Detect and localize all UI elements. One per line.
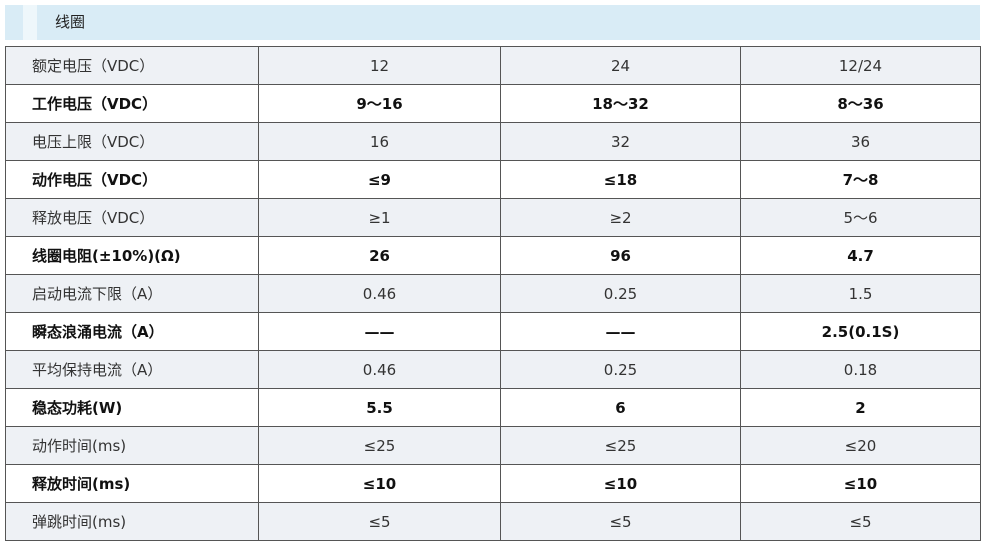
- cell: ≤5: [258, 502, 501, 541]
- table-row: 释放时间(ms) ≤10 ≤10 ≤10: [5, 464, 981, 503]
- table-row: 动作电压（VDC） ≤9 ≤18 7～8: [5, 160, 981, 199]
- cell: 32: [500, 122, 741, 161]
- cell: 8～36: [740, 84, 981, 123]
- row-label: 稳态功耗(W): [5, 388, 259, 427]
- cell: ——: [500, 312, 741, 351]
- table-row: 电压上限（VDC） 16 32 36: [5, 122, 981, 161]
- section-title: 线圈: [55, 13, 86, 31]
- cell: ≤5: [740, 502, 981, 541]
- cell: ≤25: [500, 426, 741, 465]
- header-marker: [23, 5, 37, 40]
- row-label: 弹跳时间(ms): [5, 502, 259, 541]
- spec-table: 额定电压（VDC） 12 24 12/24 工作电压（VDC） 9～16 18～32 8～36…: [5, 46, 981, 541]
- table-row: 弹跳时间(ms) ≤5 ≤5 ≤5: [5, 502, 981, 541]
- cell: 7～8: [740, 160, 981, 199]
- cell: ≤10: [500, 464, 741, 503]
- table-row: 额定电压（VDC） 12 24 12/24: [5, 46, 981, 85]
- row-label: 释放电压（VDC）: [5, 198, 259, 237]
- table-row: 线圈电阻(±10%)(Ω) 26 96 4.7: [5, 236, 981, 275]
- cell: 4.7: [740, 236, 981, 275]
- cell: ≤9: [258, 160, 501, 199]
- cell: 24: [500, 46, 741, 85]
- cell: 18～32: [500, 84, 741, 123]
- cell: 5～6: [740, 198, 981, 237]
- cell: ≤18: [500, 160, 741, 199]
- cell: 26: [258, 236, 501, 275]
- row-label: 释放时间(ms): [5, 464, 259, 503]
- cell: ≤20: [740, 426, 981, 465]
- table-row: 启动电流下限（A） 0.46 0.25 1.5: [5, 274, 981, 313]
- row-label: 工作电压（VDC）: [5, 84, 259, 123]
- cell: 0.46: [258, 350, 501, 389]
- cell: ≤10: [258, 464, 501, 503]
- cell: 12/24: [740, 46, 981, 85]
- cell: 0.25: [500, 274, 741, 313]
- table-row: 稳态功耗(W) 5.5 6 2: [5, 388, 981, 427]
- cell: ≤5: [500, 502, 741, 541]
- cell: 16: [258, 122, 501, 161]
- cell: 12: [258, 46, 501, 85]
- cell: 5.5: [258, 388, 501, 427]
- cell: ≤25: [258, 426, 501, 465]
- cell: 0.46: [258, 274, 501, 313]
- row-label: 额定电压（VDC）: [5, 46, 259, 85]
- table-body: 额定电压（VDC） 12 24 12/24 工作电压（VDC） 9～16 18～32 8～36…: [5, 46, 981, 541]
- table-row: 瞬态浪涌电流（A） —— —— 2.5(0.1S): [5, 312, 981, 351]
- cell: 1.5: [740, 274, 981, 313]
- row-label: 动作时间(ms): [5, 426, 259, 465]
- cell: 2: [740, 388, 981, 427]
- row-label: 电压上限（VDC）: [5, 122, 259, 161]
- row-label: 线圈电阻(±10%)(Ω): [5, 236, 259, 275]
- cell: 96: [500, 236, 741, 275]
- cell: 0.25: [500, 350, 741, 389]
- row-label: 动作电压（VDC）: [5, 160, 259, 199]
- cell: ≥1: [258, 198, 501, 237]
- table-row: 平均保持电流（A） 0.46 0.25 0.18: [5, 350, 981, 389]
- cell: 9～16: [258, 84, 501, 123]
- cell: ——: [258, 312, 501, 351]
- table-row: 工作电压（VDC） 9～16 18～32 8～36: [5, 84, 981, 123]
- cell: 36: [740, 122, 981, 161]
- cell: ≤10: [740, 464, 981, 503]
- cell: 2.5(0.1S): [740, 312, 981, 351]
- table-row: 动作时间(ms) ≤25 ≤25 ≤20: [5, 426, 981, 465]
- row-label: 瞬态浪涌电流（A）: [5, 312, 259, 351]
- cell: 0.18: [740, 350, 981, 389]
- section-header: 线圈: [5, 5, 980, 40]
- row-label: 启动电流下限（A）: [5, 274, 259, 313]
- cell: ≥2: [500, 198, 741, 237]
- cell: 6: [500, 388, 741, 427]
- table-row: 释放电压（VDC） ≥1 ≥2 5～6: [5, 198, 981, 237]
- row-label: 平均保持电流（A）: [5, 350, 259, 389]
